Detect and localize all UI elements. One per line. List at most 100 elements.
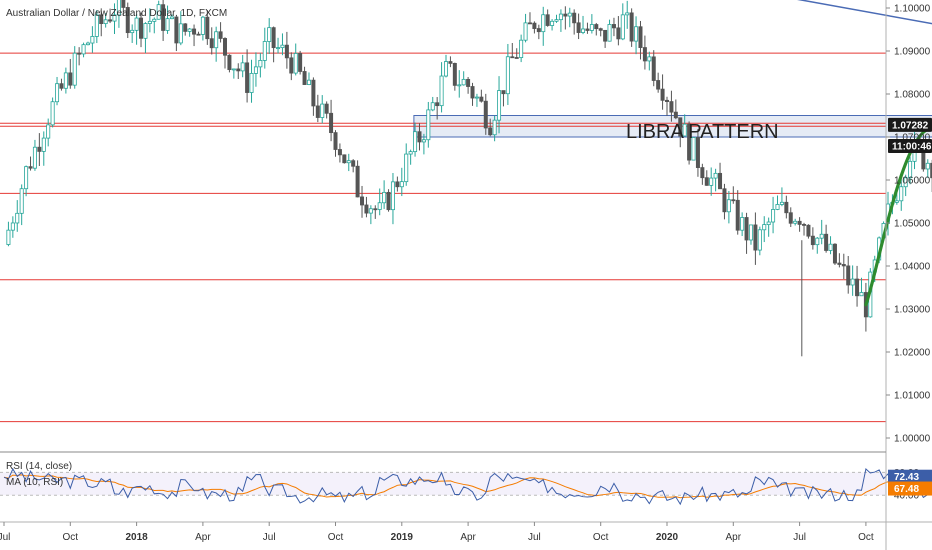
candle [563,6,568,30]
candle [930,159,932,192]
y-tick-label: 1.00000 [894,434,931,445]
price-badge-1: 11:00:46 [888,139,932,153]
candle [192,24,197,47]
candle [788,207,793,228]
candle [753,212,758,265]
candle [695,128,700,177]
candle [222,37,227,69]
candle [90,26,95,53]
x-tick-label: 2018 [125,532,148,543]
candle [337,143,342,163]
candle [731,186,736,204]
x-tick-label: Jul [793,532,806,543]
candle [351,159,356,173]
candle [399,167,404,197]
candle [404,143,409,186]
candle [793,218,798,226]
y-tick-label: 1.10000 [894,4,931,15]
candle [289,52,294,81]
candle [514,48,519,59]
rsi-ma-value-badge: 67.48 [888,481,932,496]
candle [572,9,577,35]
candle [846,256,851,294]
candle [50,97,55,128]
candle [532,21,537,34]
candle [802,222,807,236]
candle [63,67,68,94]
candle [152,17,157,34]
candle [629,8,634,47]
candle [85,41,90,46]
rsi-ma-line [3,474,932,499]
candle [638,20,643,60]
candle [280,33,285,56]
candle [545,9,550,27]
candle [479,89,484,103]
candle [41,131,46,166]
candle [19,184,24,226]
candle [634,16,639,55]
candle [611,17,616,37]
candle [59,78,64,91]
candle [130,24,135,43]
candle [828,236,833,255]
candle [103,13,108,28]
y-tick-label: 1.06000 [894,176,931,187]
x-tick-label: Apr [726,532,742,543]
candle [581,15,586,35]
candle [850,265,855,296]
candle [156,0,161,20]
candle [536,24,541,40]
candle [771,196,776,234]
candle [797,217,802,232]
candle [855,265,860,307]
candle [722,183,727,220]
candle [567,7,572,28]
candle [311,77,316,116]
candle [665,96,670,116]
candle [382,180,387,209]
candle [249,59,254,103]
candle [448,56,453,68]
candle [603,29,608,48]
candle [439,62,444,113]
rsi-value-badge: 72.43 [888,469,932,484]
candle [718,162,723,190]
candle [68,58,73,89]
candle [386,189,391,212]
candle [346,153,351,172]
candle [682,114,687,137]
chart-title: Australian Dollar / New Zealand Dollar, … [6,8,227,19]
candle [306,72,311,86]
candle [488,118,493,137]
candle [324,101,329,119]
candle [293,43,298,76]
x-tick-label: Apr [460,532,476,543]
candle [15,200,20,232]
candle [841,253,846,280]
candle [139,12,144,48]
candle [368,205,373,225]
candle [231,68,236,79]
candle [183,23,188,36]
candle [315,94,320,123]
price-badge-0: 1.07282 [888,117,932,132]
candle [342,154,347,164]
candle [598,27,603,37]
candle [461,71,466,86]
candle [417,123,422,151]
candle [116,0,121,28]
candle [298,50,303,75]
candle [430,96,435,112]
candle [125,2,130,39]
candle [236,63,241,80]
candle [903,174,908,197]
candle [165,5,170,34]
candle [735,190,740,235]
candle [364,196,369,218]
price-badge-label: 11:00:46 [892,142,932,153]
y-tick-label: 1.01000 [894,391,931,402]
